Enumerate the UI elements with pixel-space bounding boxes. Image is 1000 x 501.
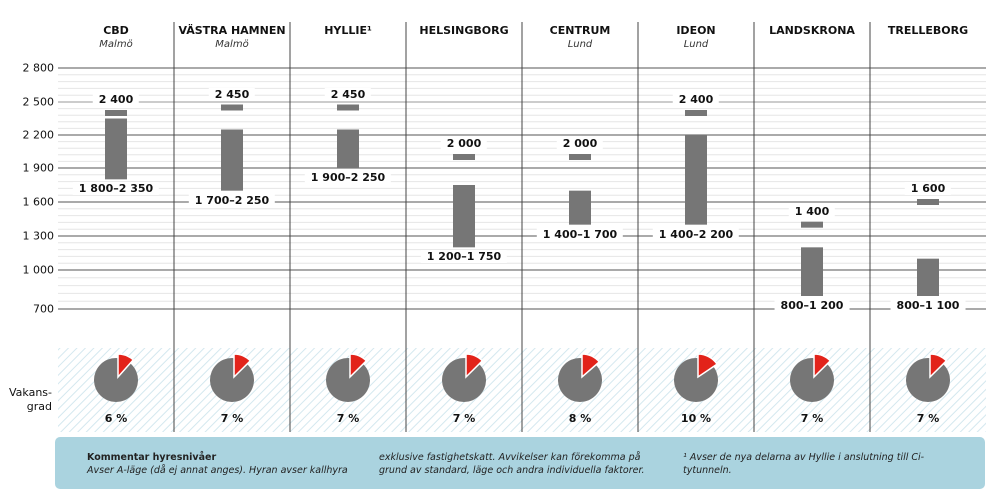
y-tick-label: 1 300	[22, 229, 55, 243]
marker-label: 1 400	[788, 204, 836, 218]
note-col1: Avser A-läge (då ej annat anges). Hyran …	[87, 465, 348, 476]
note-col2b: grund av standard, läge och andra indivi…	[379, 465, 645, 476]
vacancy-slice	[581, 353, 601, 379]
district-name: HYLLIE¹	[324, 24, 372, 37]
marker-label: 2 400	[92, 93, 140, 106]
marker-bar	[105, 110, 127, 116]
marker-bar	[685, 110, 707, 116]
marker-label: 2 400	[672, 93, 720, 106]
column-header: VÄSTRA HAMNEN Malmö	[174, 24, 290, 50]
range-bar	[337, 129, 359, 168]
y-tick-label: 2 800	[22, 61, 55, 75]
district-name: CBD	[103, 24, 129, 37]
vacancy-row-label: Vakans- grad	[8, 386, 52, 413]
vacancy-slice	[465, 353, 484, 379]
marker-label: 2 000	[440, 137, 488, 150]
marker-bar	[453, 154, 475, 160]
y-tick-label: 1 000	[22, 263, 55, 277]
note-col3b: tytunneln.	[683, 465, 732, 476]
range-label: 1 900–2 250	[304, 171, 392, 184]
vacancy-pie	[94, 358, 138, 402]
district-name: VÄSTRA HAMNEN	[178, 24, 286, 37]
city-name: Lund	[567, 39, 593, 50]
range-label: 1 800–2 350	[72, 182, 160, 196]
column-header: LANDSKRONA	[754, 24, 870, 37]
note-col3a: ¹ Avser de nya delarna av Hyllie i anslu…	[683, 452, 925, 463]
range-bar	[221, 129, 243, 191]
column-header: TRELLEBORG	[870, 24, 986, 37]
range-label: 1 400–2 200	[652, 227, 740, 241]
vacancy-slice	[233, 353, 252, 379]
range-bar	[105, 118, 127, 180]
range-bar	[801, 247, 823, 296]
vacancy-slice	[349, 353, 368, 379]
vacancy-slice	[929, 353, 948, 379]
vacancy-slice	[697, 353, 719, 379]
district-name: TRELLEBORG	[887, 24, 969, 37]
vacancy-label: 7 %	[800, 412, 824, 425]
marker-bar	[221, 104, 243, 111]
marker-bar	[801, 221, 823, 228]
vacancy-slice	[117, 353, 135, 379]
vacancy-label: 8 %	[568, 412, 592, 425]
y-tick-label: 700	[33, 302, 54, 316]
district-name: LANDSKRONA	[769, 24, 855, 37]
marker-bar	[917, 199, 939, 205]
column-header: CBD Malmö	[58, 24, 174, 50]
range-bar	[685, 135, 707, 225]
y-tick-label: 2 500	[22, 95, 55, 109]
vacancy-label: 10 %	[680, 412, 712, 425]
marker-label: 2 000	[556, 137, 604, 150]
note-col2a: exklusive fastighetskatt. Avvikelser kan…	[379, 452, 641, 463]
vacancy-slice	[813, 353, 832, 379]
vacancy-label: 7 %	[336, 412, 360, 425]
column-header: IDEON Lund	[638, 24, 754, 50]
y-tick-label: 1 600	[22, 195, 55, 209]
marker-label: 2 450	[324, 87, 372, 101]
marker-bar	[337, 104, 359, 111]
marker-label: 1 600	[904, 182, 952, 195]
district-name: CENTRUM	[549, 24, 611, 37]
y-tick-label: 1 900	[22, 161, 55, 175]
district-name: IDEON	[676, 24, 716, 37]
column-header: HYLLIE¹	[290, 24, 406, 37]
range-bar	[569, 190, 591, 225]
city-name: Lund	[683, 39, 709, 50]
note-title: Kommentar hyresnivåer	[87, 452, 217, 463]
range-label: 1 200–1 750	[420, 250, 508, 264]
range-bar	[917, 258, 939, 296]
vacancy-label: 7 %	[220, 412, 244, 425]
city-name: Malmö	[99, 39, 133, 50]
comment-box: Kommentar hyresnivåer Avser A-läge (då ej…	[55, 437, 985, 489]
column-header: CENTRUM Lund	[522, 24, 638, 50]
vacancy-label: 7 %	[452, 412, 476, 425]
range-label: 800–1 100	[890, 299, 966, 312]
marker-label: 2 450	[208, 87, 256, 101]
city-name: Malmö	[215, 39, 249, 50]
marker-bar	[569, 154, 591, 160]
district-name: HELSINGBORG	[419, 24, 509, 37]
range-bar	[453, 185, 475, 248]
vacancy-label: 7 %	[916, 412, 940, 425]
range-label: 800–1 200	[774, 299, 850, 312]
y-tick-label: 2 200	[22, 128, 55, 142]
range-label: 1 400–1 700	[536, 227, 624, 241]
vacancy-label: 6 %	[104, 412, 128, 425]
column-header: HELSINGBORG	[406, 24, 522, 37]
range-label: 1 700–2 250	[188, 193, 276, 207]
